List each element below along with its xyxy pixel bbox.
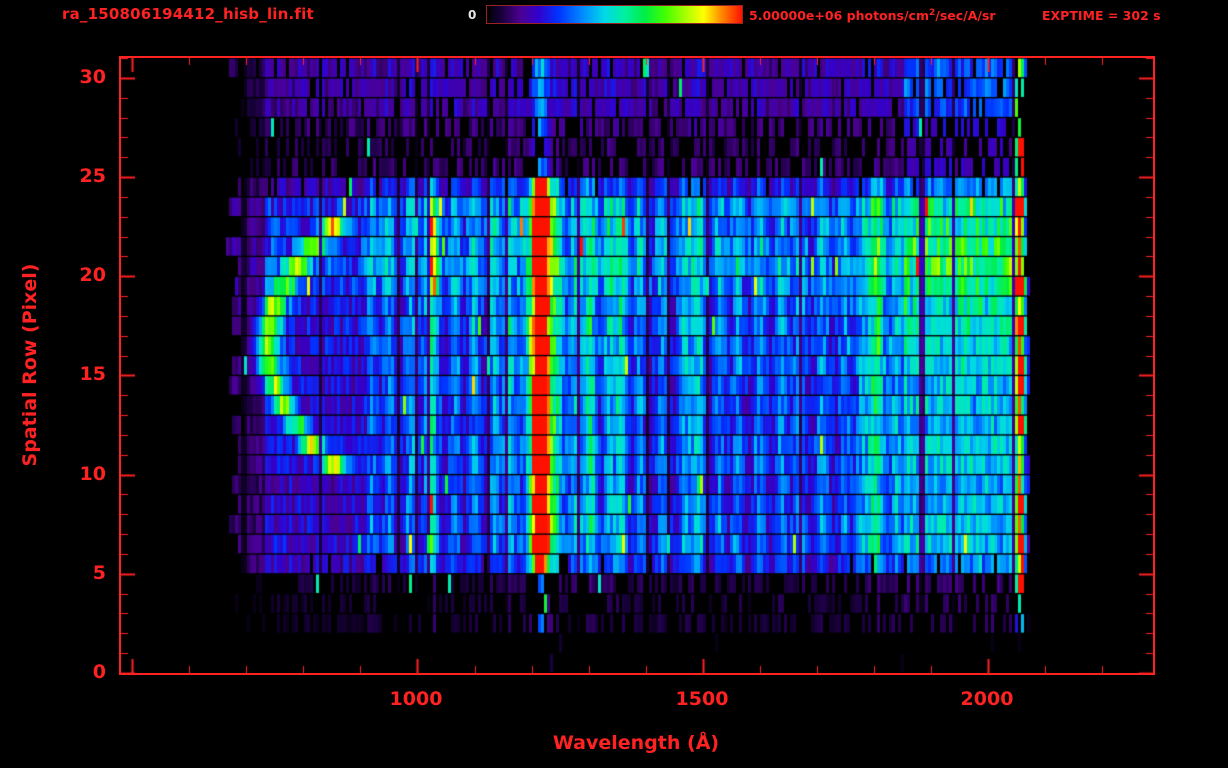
spectrogram-heatmap <box>121 58 1153 673</box>
y-tick-label-30: 30 <box>79 66 106 88</box>
colorbar-min-label: 0 <box>468 8 477 22</box>
file-title: ra_150806194412_hisb_lin.fit <box>62 5 314 23</box>
y-tick-label-10: 10 <box>79 463 106 485</box>
y-tick-label-15: 15 <box>79 363 106 385</box>
colorbar-units-suffix: /sec/A/sr <box>935 8 996 24</box>
y-tick-label-25: 25 <box>79 165 106 187</box>
colorbar-units-prefix: photons/cm <box>842 8 929 24</box>
colorbar-units-superscript: 2 <box>928 8 936 18</box>
y-tick-label-5: 5 <box>92 562 106 584</box>
colorbar-max-units-label: 5.00000e+06 photons/cm2/sec/A/sr <box>749 8 996 23</box>
exptime-label: EXPTIME = 302 s <box>1042 8 1161 23</box>
colorbar-gradient <box>486 5 743 24</box>
y-tick-label-20: 20 <box>79 264 106 286</box>
x-tick-label-1000: 1000 <box>389 688 443 710</box>
y-tick-label-0: 0 <box>92 661 106 683</box>
x-tick-label-1500: 1500 <box>675 688 729 710</box>
plot-frame <box>119 56 1155 675</box>
x-tick-label-2000: 2000 <box>960 688 1014 710</box>
x-axis-title: Wavelength (Å) <box>552 732 720 754</box>
y-axis-title: Spatial Row (Pixel) <box>19 263 41 467</box>
colorbar-max-value: 5.00000e+06 <box>749 8 843 24</box>
